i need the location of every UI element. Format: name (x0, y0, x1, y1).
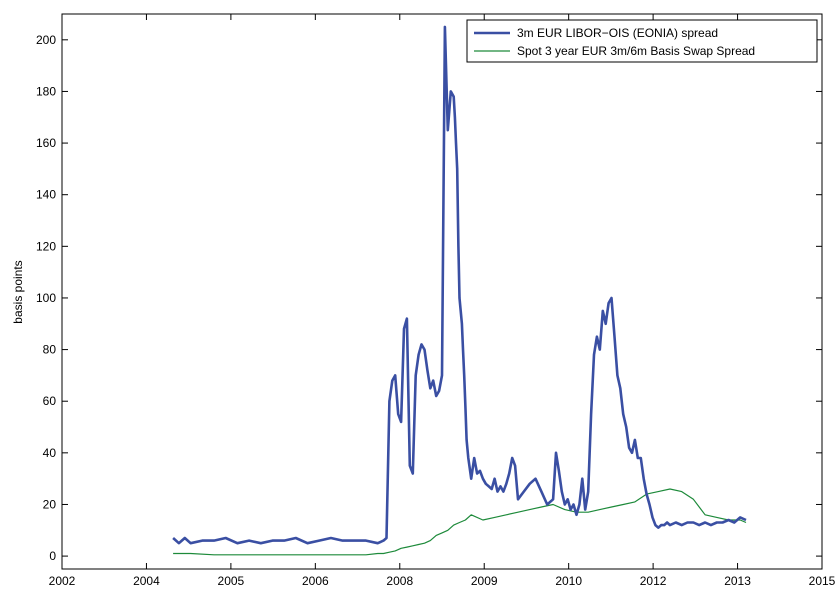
y-tick-label: 120 (36, 239, 56, 253)
x-tick-label: 2013 (724, 574, 751, 588)
x-tick-label: 2002 (49, 574, 76, 588)
x-tick-label: 2006 (302, 574, 329, 588)
plot-frame (61, 13, 823, 570)
series-line-1 (173, 488, 747, 556)
series-layer (172, 25, 747, 556)
y-axis: 0 20 40 60 80 100 120 140 160 180 200 (36, 33, 822, 563)
y-tick-label: 20 (43, 497, 57, 511)
x-tick-label: 2010 (555, 574, 582, 588)
legend-label-0: 3m EUR LIBOR−OIS (EONIA) spread (517, 26, 718, 40)
y-tick-label: 160 (36, 136, 56, 150)
y-tick-label: 60 (43, 394, 57, 408)
y-tick-label: 140 (36, 188, 56, 202)
legend-box (466, 19, 818, 63)
x-tick-label: 2012 (640, 574, 667, 588)
y-tick-label: 80 (43, 343, 57, 357)
y-tick-label: 40 (43, 446, 57, 460)
x-tick-label: 2009 (471, 574, 498, 588)
series-line-0 (172, 25, 747, 545)
y-tick-label: 200 (36, 33, 56, 47)
x-tick-label: 2004 (133, 574, 160, 588)
y-tick-label: 0 (49, 549, 56, 563)
x-axis: 2002 2004 2005 2006 2008 2009 2010 2012 2013 2015 (49, 14, 836, 588)
legend: 3m EUR LIBOR−OIS (EONIA) spread Spot 3 y… (466, 19, 818, 63)
y-axis-label: basis points (11, 260, 25, 323)
legend-label-1: Spot 3 year EUR 3m/6m Basis Swap Spread (517, 44, 755, 58)
x-tick-label: 2008 (386, 574, 413, 588)
y-tick-label: 180 (36, 84, 56, 98)
y-tick-label: 100 (36, 291, 56, 305)
x-tick-label: 2015 (809, 574, 836, 588)
x-tick-label: 2005 (218, 574, 245, 588)
